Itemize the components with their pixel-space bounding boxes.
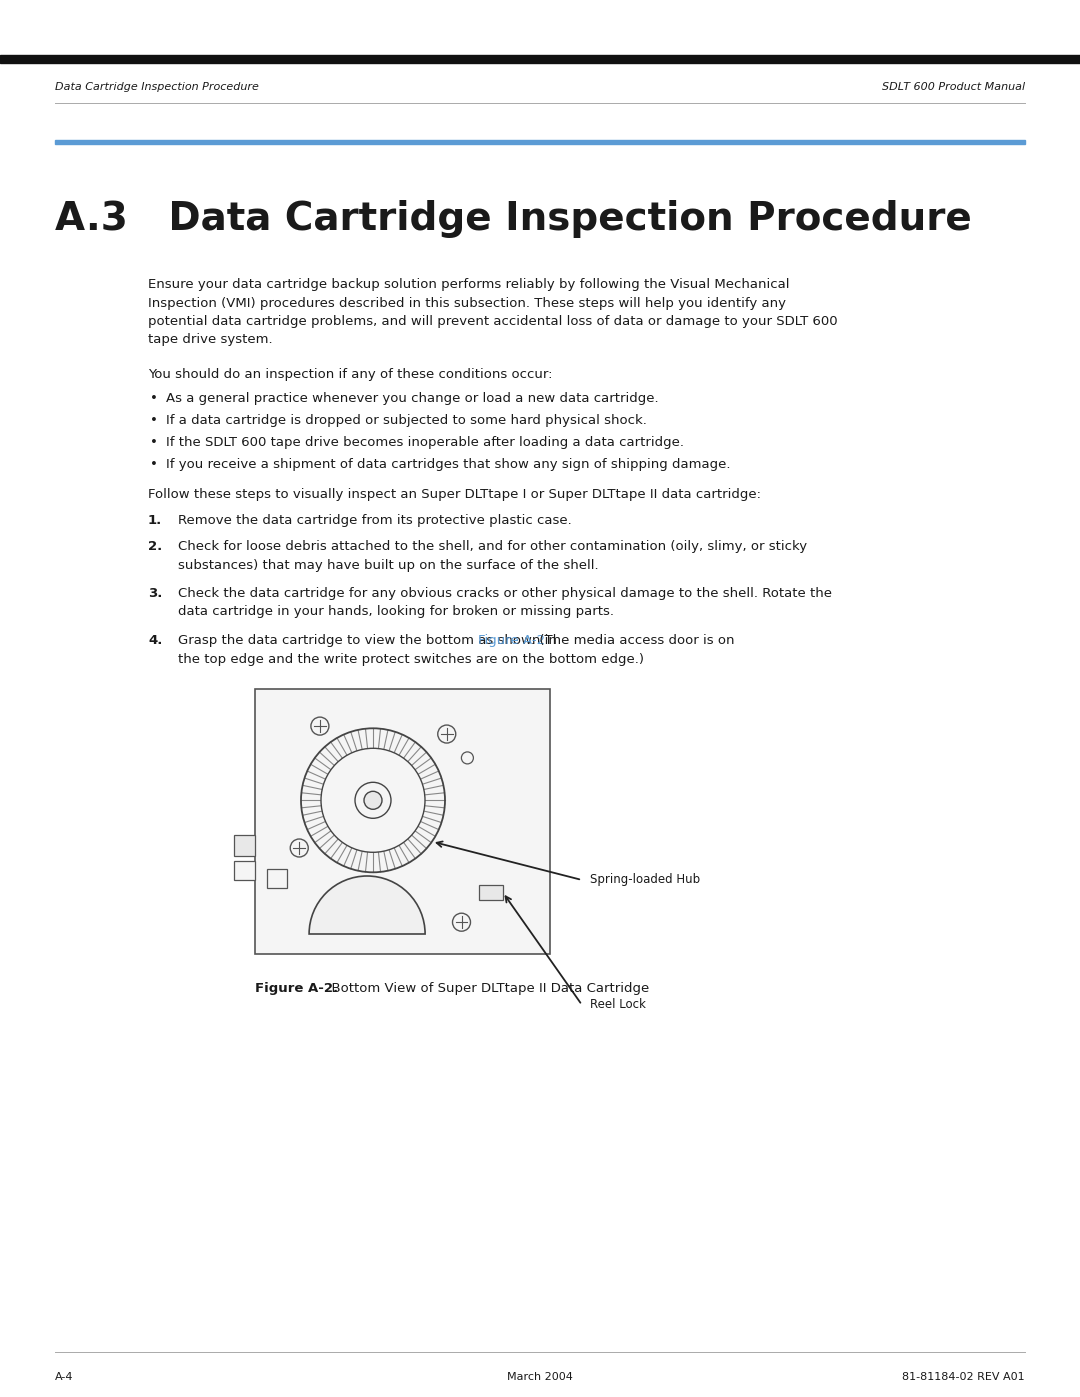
Text: Bottom View of Super DLTtape II Data Cartridge: Bottom View of Super DLTtape II Data Car…: [323, 982, 649, 995]
Circle shape: [437, 725, 456, 743]
Text: You should do an inspection if any of these conditions occur:: You should do an inspection if any of th…: [148, 367, 553, 381]
Text: Remove the data cartridge from its protective plastic case.: Remove the data cartridge from its prote…: [178, 514, 571, 527]
Bar: [234, 835, 255, 856]
Bar: [55, 140, 1025, 144]
Text: A.3   Data Cartridge Inspection Procedure: A.3 Data Cartridge Inspection Procedure: [55, 200, 972, 237]
Text: A-4: A-4: [55, 1372, 73, 1382]
Text: substances) that may have built up on the surface of the shell.: substances) that may have built up on th…: [178, 559, 598, 571]
Circle shape: [291, 840, 308, 856]
Text: As a general practice whenever you change or load a new data cartridge.: As a general practice whenever you chang…: [166, 393, 659, 405]
Text: . (The media access door is on: . (The media access door is on: [531, 634, 734, 647]
Text: Spring-loaded Hub: Spring-loaded Hub: [590, 873, 700, 887]
Text: 3.: 3.: [148, 587, 162, 599]
Text: Ensure your data cartridge backup solution performs reliably by following the Vi: Ensure your data cartridge backup soluti…: [148, 278, 789, 291]
Circle shape: [453, 914, 471, 932]
Bar: [480, 886, 503, 900]
Text: Figure A-2.: Figure A-2.: [255, 982, 338, 995]
Text: Data Cartridge Inspection Procedure: Data Cartridge Inspection Procedure: [55, 82, 259, 92]
Bar: [267, 869, 287, 887]
Text: potential data cartridge problems, and will prevent accidental loss of data or d: potential data cartridge problems, and w…: [148, 314, 838, 328]
Text: 4.: 4.: [148, 634, 162, 647]
Text: 1.: 1.: [148, 514, 162, 527]
Text: Inspection (VMI) procedures described in this subsection. These steps will help : Inspection (VMI) procedures described in…: [148, 296, 786, 310]
Wedge shape: [309, 876, 426, 935]
Circle shape: [321, 749, 426, 852]
Text: March 2004: March 2004: [508, 1372, 572, 1382]
Text: 81-81184-02 REV A01: 81-81184-02 REV A01: [903, 1372, 1025, 1382]
Text: •: •: [150, 458, 158, 471]
Text: If the SDLT 600 tape drive becomes inoperable after loading a data cartridge.: If the SDLT 600 tape drive becomes inope…: [166, 436, 684, 448]
Text: Grasp the data cartridge to view the bottom as shown in: Grasp the data cartridge to view the bot…: [178, 634, 562, 647]
Text: Check the data cartridge for any obvious cracks or other physical damage to the : Check the data cartridge for any obvious…: [178, 587, 832, 599]
Text: SDLT 600 Product Manual: SDLT 600 Product Manual: [882, 82, 1025, 92]
Text: •: •: [150, 414, 158, 427]
Text: data cartridge in your hands, looking for broken or missing parts.: data cartridge in your hands, looking fo…: [178, 605, 615, 619]
Bar: [255, 689, 550, 954]
Circle shape: [311, 717, 329, 735]
Text: •: •: [150, 436, 158, 448]
Text: If a data cartridge is dropped or subjected to some hard physical shock.: If a data cartridge is dropped or subjec…: [166, 414, 647, 427]
Circle shape: [355, 782, 391, 819]
Text: Reel Lock: Reel Lock: [590, 999, 646, 1011]
Text: the top edge and the write protect switches are on the bottom edge.): the top edge and the write protect switc…: [178, 652, 644, 665]
Text: Follow these steps to visually inspect an Super DLTtape I or Super DLTtape II da: Follow these steps to visually inspect a…: [148, 488, 761, 502]
Text: tape drive system.: tape drive system.: [148, 334, 272, 346]
Text: If you receive a shipment of data cartridges that show any sign of shipping dama: If you receive a shipment of data cartri…: [166, 458, 730, 471]
Text: Check for loose debris attached to the shell, and for other contamination (oily,: Check for loose debris attached to the s…: [178, 541, 807, 553]
Bar: [0, 54, 1080, 63]
Circle shape: [461, 752, 473, 764]
Text: •: •: [150, 393, 158, 405]
Text: Figure A-2: Figure A-2: [477, 634, 544, 647]
Bar: [234, 861, 255, 880]
Circle shape: [364, 791, 382, 809]
Text: 2.: 2.: [148, 541, 162, 553]
